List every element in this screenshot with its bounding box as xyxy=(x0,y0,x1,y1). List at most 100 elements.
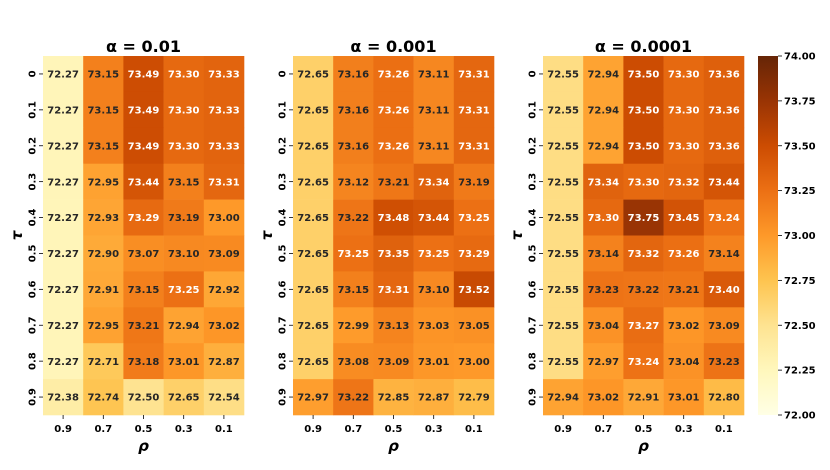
cell-value-label: 72.27 xyxy=(47,321,79,332)
heatmap-cell xyxy=(623,199,664,236)
heatmap-cell xyxy=(623,127,664,164)
heatmap-cell xyxy=(663,127,705,164)
heatmap-cell xyxy=(453,91,495,129)
heatmap-cell xyxy=(373,91,414,129)
heatmap-cell xyxy=(453,163,495,200)
cell-value-label: 73.10 xyxy=(168,249,200,260)
cell-value-label: 73.49 xyxy=(128,141,160,152)
cell-value-label: 73.49 xyxy=(128,70,160,81)
cell-value-label: 73.02 xyxy=(668,321,700,332)
cell-value-label: 72.65 xyxy=(297,70,329,81)
y-tick-label: 0.9 xyxy=(528,388,539,406)
heatmap-cell xyxy=(333,307,374,344)
x-axis-title: ρ xyxy=(388,437,399,455)
cell-value-label: 73.15 xyxy=(337,285,369,296)
cell-value-label: 72.27 xyxy=(47,141,79,152)
heatmap-cell xyxy=(43,343,84,380)
cell-value-label: 72.55 xyxy=(547,285,579,296)
cell-value-label: 72.74 xyxy=(87,393,119,404)
heatmap-cell xyxy=(413,56,455,93)
cell-value-label: 72.71 xyxy=(87,357,119,368)
heatmap-cell xyxy=(293,235,334,272)
heatmap-cell xyxy=(543,56,584,93)
cell-value-label: 72.92 xyxy=(208,285,240,296)
cell-value-label: 73.15 xyxy=(87,70,119,81)
y-tick-label: 0.1 xyxy=(278,101,289,119)
y-axis-title: τ xyxy=(258,230,276,240)
cell-value-label: 73.52 xyxy=(458,285,490,296)
x-tick-label: 0.3 xyxy=(425,424,443,435)
y-tick-label: 0.5 xyxy=(528,245,539,263)
cell-value-label: 73.24 xyxy=(708,213,740,224)
heatmap-cell xyxy=(543,379,584,416)
heatmap-cell xyxy=(373,199,414,236)
cell-value-label: 72.50 xyxy=(128,393,160,404)
cell-value-label: 72.95 xyxy=(87,321,119,332)
heatmap-cell xyxy=(163,343,205,380)
cell-value-label: 73.26 xyxy=(378,105,410,116)
y-tick-label: 0 xyxy=(278,70,289,77)
cell-value-label: 72.55 xyxy=(547,70,579,81)
cell-value-label: 73.23 xyxy=(708,357,740,368)
cell-value-label: 72.54 xyxy=(208,393,240,404)
heatmap-cell xyxy=(203,91,245,129)
cell-value-label: 73.30 xyxy=(168,105,200,116)
heatmap-cell xyxy=(543,271,584,308)
heatmap-cell xyxy=(703,379,745,416)
y-tick-label: 0.8 xyxy=(28,352,39,370)
heatmap-cell xyxy=(373,235,414,272)
y-tick-label: 0.2 xyxy=(28,137,39,155)
heatmap-cell xyxy=(123,379,164,416)
heatmap-cell xyxy=(663,379,705,416)
cell-value-label: 73.01 xyxy=(668,393,700,404)
heatmap-cell xyxy=(453,307,495,344)
heatmap-cell xyxy=(453,199,495,236)
heatmap-cell xyxy=(703,235,745,272)
cell-value-label: 73.50 xyxy=(628,141,660,152)
cell-value-label: 73.00 xyxy=(208,213,240,224)
cell-value-label: 73.35 xyxy=(378,249,410,260)
heatmap-cell xyxy=(203,127,245,164)
heatmap-cell xyxy=(43,127,84,164)
cell-value-label: 73.03 xyxy=(418,321,450,332)
panel-title: α = 0.01 xyxy=(106,37,181,56)
panel-title: α = 0.001 xyxy=(350,37,436,56)
cell-value-label: 73.09 xyxy=(378,357,410,368)
cell-value-label: 73.40 xyxy=(708,285,740,296)
cell-value-label: 73.11 xyxy=(418,105,450,116)
cell-value-label: 73.11 xyxy=(418,141,450,152)
cell-value-label: 73.16 xyxy=(337,105,369,116)
cell-value-label: 73.14 xyxy=(708,249,740,260)
heatmap-cell xyxy=(663,271,705,308)
y-tick-label: 0.5 xyxy=(278,245,289,263)
heatmap-cell xyxy=(83,163,124,200)
heatmap-cell xyxy=(83,379,124,416)
cell-value-label: 72.90 xyxy=(87,249,119,260)
cell-value-label: 73.01 xyxy=(168,357,200,368)
heatmap-cell xyxy=(123,343,164,380)
cell-value-label: 73.01 xyxy=(418,357,450,368)
heatmap-cell xyxy=(83,343,124,380)
heatmap-cell xyxy=(123,199,164,236)
heatmap-cell xyxy=(663,56,705,93)
heatmap-cell xyxy=(663,163,705,200)
cell-value-label: 73.31 xyxy=(208,177,240,188)
x-tick-label: 0.1 xyxy=(215,424,233,435)
heatmap-cell xyxy=(543,307,584,344)
cell-value-label: 72.27 xyxy=(47,105,79,116)
heatmap-cell xyxy=(623,271,664,308)
cell-value-label: 73.02 xyxy=(587,393,619,404)
cell-value-label: 73.44 xyxy=(708,177,740,188)
heatmap-cell xyxy=(43,235,84,272)
heatmap-cell xyxy=(43,199,84,236)
x-tick-label: 0.1 xyxy=(465,424,483,435)
heatmap-cell xyxy=(293,271,334,308)
cell-value-label: 73.16 xyxy=(337,70,369,81)
cell-value-label: 73.00 xyxy=(458,357,490,368)
cell-value-label: 72.55 xyxy=(547,249,579,260)
cell-value-label: 73.50 xyxy=(628,70,660,81)
heatmap-cell xyxy=(453,271,495,308)
cell-value-label: 73.36 xyxy=(708,70,740,81)
x-tick-label: 0.3 xyxy=(675,424,693,435)
heatmap-cell xyxy=(83,56,124,93)
